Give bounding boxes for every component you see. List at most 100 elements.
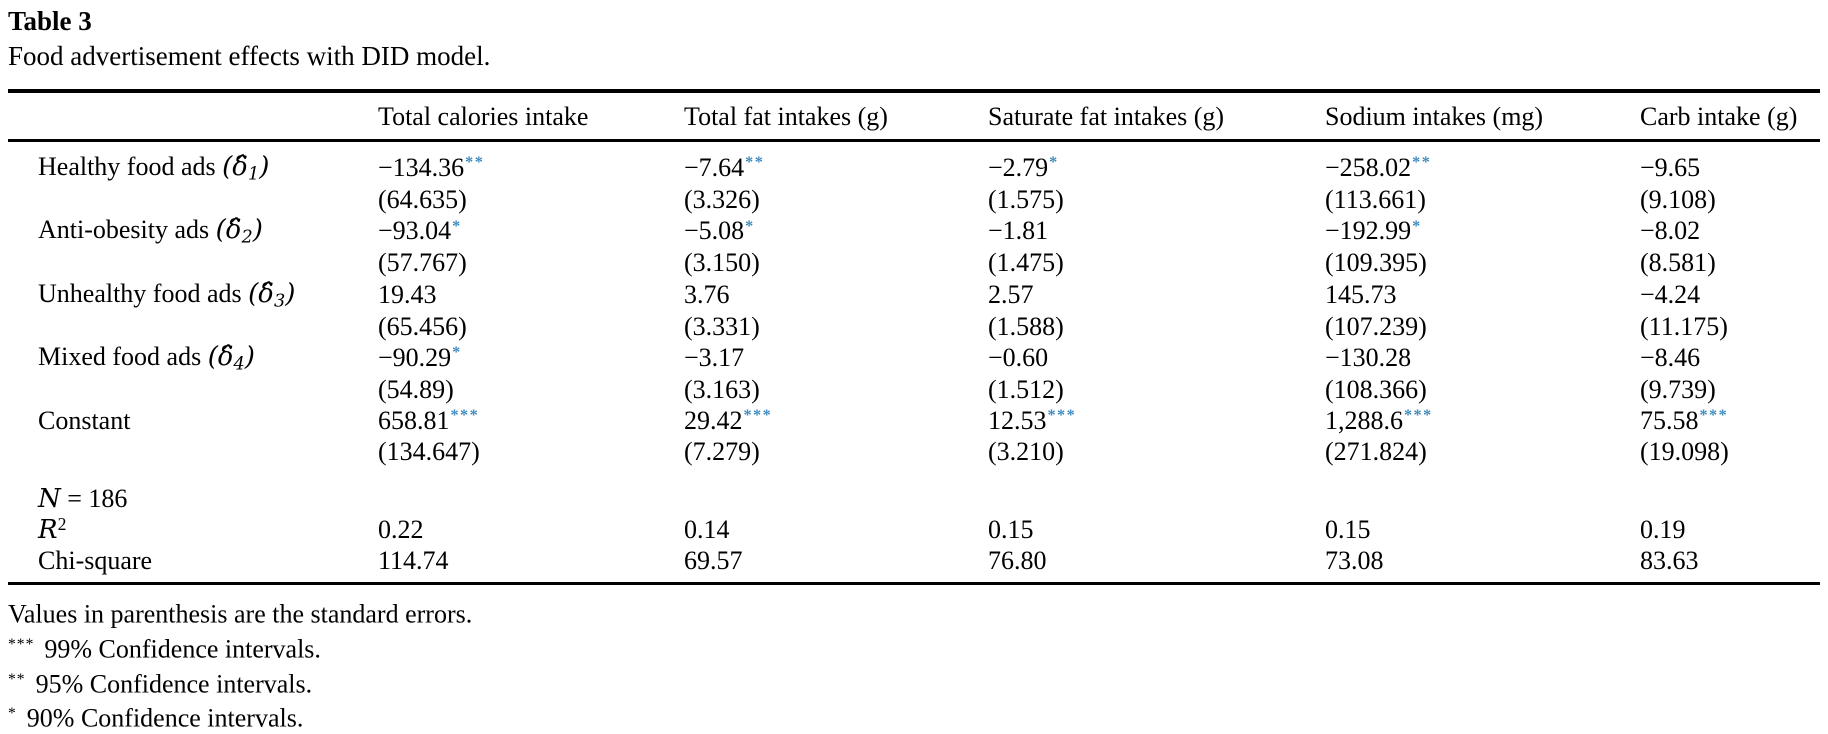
coef-row: Healthy food ads (δ̂1) −134.36** −7.64** −2… [8, 140, 1820, 184]
footnote-text: 90% Confidence intervals. [26, 703, 304, 733]
significance-stars: * [452, 344, 462, 362]
math-subscript: 3 [273, 291, 286, 312]
se-cell: (1.512) [988, 374, 1064, 404]
stat-row: N = 186 [8, 467, 1820, 514]
coef-cell: −9.65 [1640, 140, 1820, 184]
coef-cell: −8.02 [1640, 215, 1820, 247]
se-row: (65.456) (3.331) (1.588) (107.239) (11.175) [8, 311, 1820, 342]
coef-value: 2.57 [988, 279, 1034, 309]
se-cell: (3.163) [684, 374, 760, 404]
coef-cell: −1.81 [988, 215, 1325, 247]
significance-stars: *** [1047, 407, 1077, 425]
footnote: ** 95% Confidence intervals. [8, 665, 1820, 700]
row-label: Anti-obesity ads (δ̂2) [8, 215, 378, 247]
coef-cell: −4.24 [1640, 279, 1820, 311]
stat-cell [1640, 467, 1820, 514]
coef-cell: −93.04* [378, 215, 684, 247]
variable-name: Mixed food ads [38, 342, 208, 372]
stat-cell: 114.74 [378, 545, 449, 575]
math-subscript: 4 [233, 354, 245, 375]
stat-cell [1325, 467, 1640, 514]
math-symbol: (δ̂3) [248, 278, 296, 312]
coef-value: −0.60 [988, 343, 1049, 373]
row-label-empty [8, 311, 378, 342]
table-body: Healthy food ads (δ̂1) −134.36** −7.64** −2… [8, 140, 1820, 584]
stat-cell [684, 467, 988, 514]
row-label: Mixed food ads (δ̂4) [8, 342, 378, 374]
variable-name: Healthy food ads [38, 151, 223, 181]
coef-value: −5.08 [684, 216, 745, 246]
header-row: Total calories intake Total fat intakes (… [8, 90, 1820, 141]
se-cell: (19.098) [1640, 436, 1729, 466]
row-label-empty [8, 374, 378, 405]
results-table: Total calories intake Total fat intakes (… [8, 89, 1820, 586]
coef-value: −93.04 [378, 216, 452, 246]
math-subscript: 2 [241, 227, 253, 248]
coef-value: −1.81 [988, 216, 1049, 246]
stat-label: Chi-square [38, 545, 153, 575]
footnote: Values in parenthesis are the standard e… [8, 595, 1820, 630]
coef-value: 3.76 [684, 279, 730, 309]
coef-cell: 29.42*** [684, 405, 988, 436]
significance-stars: ** [745, 154, 765, 172]
coef-cell: 145.73 [1325, 279, 1640, 311]
stat-label: R2 [8, 514, 378, 545]
se-cell: (8.581) [1640, 248, 1716, 278]
row-label: Healthy food ads (δ̂1) [8, 140, 378, 184]
stat-superscript: 2 [57, 514, 67, 535]
math-symbol: (δ̂2) [215, 215, 263, 248]
coef-value: 29.42 [684, 405, 743, 435]
stat-row: Chi-square 114.74 69.57 76.80 73.08 83.63 [8, 545, 1820, 584]
stat-cell: 0.15 [988, 514, 1034, 544]
coef-value: −2.79 [988, 153, 1049, 182]
significance-stars: * [452, 217, 462, 235]
significance-stars: *** [743, 407, 773, 425]
coef-cell: 2.57 [988, 279, 1325, 311]
coef-cell: −2.79* [988, 140, 1325, 184]
coef-cell: −8.46 [1640, 342, 1820, 374]
se-cell: (3.210) [988, 436, 1064, 466]
stat-label: N = 186 [38, 483, 128, 514]
coef-cell: 658.81*** [378, 405, 684, 436]
coef-row: Constant 658.81*** 29.42*** 12.53*** 1,288.… [8, 405, 1820, 436]
coef-cell: −3.17 [684, 342, 988, 374]
variable-name: Constant [38, 405, 131, 435]
se-cell: (9.108) [1640, 184, 1716, 214]
footnote-stars: * [8, 705, 17, 723]
stat-cell: 76.80 [988, 545, 1047, 575]
stat-cell: 0.19 [1640, 514, 1686, 544]
se-cell: (109.395) [1325, 248, 1427, 278]
footnote-stars: *** [8, 636, 35, 653]
coef-value: −8.46 [1640, 343, 1701, 373]
coef-value: 658.81 [378, 405, 450, 435]
significance-stars: *** [1699, 407, 1729, 425]
coef-value: 19.43 [378, 279, 437, 309]
coef-value: 1,288.6 [1325, 405, 1403, 435]
se-cell: (11.175) [1640, 311, 1728, 341]
coef-value: 75.58 [1640, 405, 1699, 435]
coef-cell: 75.58*** [1640, 405, 1820, 436]
column-header: Carb intake (g) [1640, 101, 1798, 131]
coef-cell: −90.29* [378, 342, 684, 374]
coef-row: Anti-obesity ads (δ̂2) −93.04* −5.08 * −1.81… [8, 215, 1820, 247]
se-cell: (54.89) [378, 374, 454, 404]
coef-cell: −7.64** [684, 140, 988, 184]
footnote-text: Values in parenthesis are the standard e… [8, 600, 473, 629]
coef-value: 145.73 [1325, 279, 1397, 309]
footnote: * 90% Confidence intervals. [8, 699, 1820, 734]
coef-cell: 12.53*** [988, 405, 1325, 436]
footnote: *** 99% Confidence intervals. [8, 630, 1820, 665]
coef-value: −90.29 [378, 343, 452, 373]
significance-stars: *** [450, 407, 480, 425]
stat-cell: 69.57 [684, 545, 743, 575]
row-label-empty [8, 248, 378, 279]
coef-cell: −192.99* [1325, 215, 1640, 247]
footnotes: Values in parenthesis are the standard e… [8, 595, 1820, 733]
stat-symbol: R [38, 515, 58, 546]
se-row: (134.647) (7.279) (3.210) (271.824) (19.098) [8, 436, 1820, 467]
coef-cell: −0.60 [988, 342, 1325, 374]
se-cell: (7.279) [684, 436, 760, 466]
column-header: Total calories intake [378, 101, 589, 131]
coef-value: −8.02 [1640, 216, 1701, 246]
stat-symbol: N [38, 483, 61, 514]
